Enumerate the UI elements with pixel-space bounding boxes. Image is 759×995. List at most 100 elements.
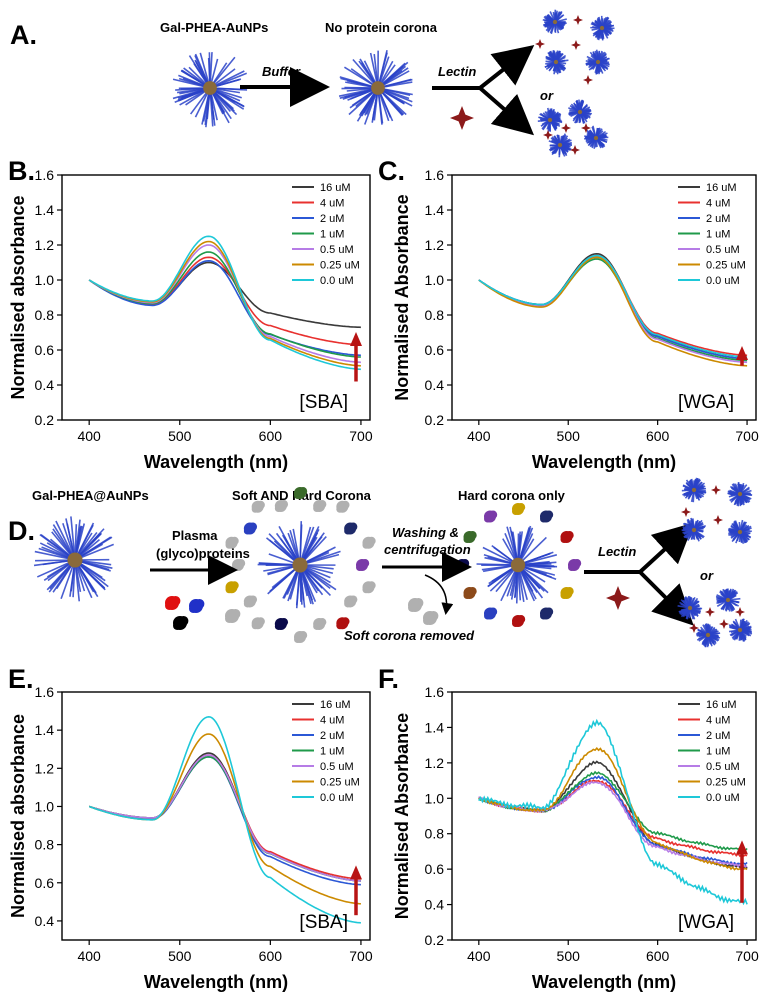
panel-letter: B. (8, 156, 35, 186)
y-tick-label: 1.4 (35, 722, 55, 738)
y-axis-title: Normalised Absorbance (392, 713, 412, 919)
legend-label: 16 uM (706, 699, 737, 711)
nanoparticle-icon (338, 49, 413, 125)
legend-label: 4 uM (706, 715, 730, 727)
plot-frame (451, 691, 757, 941)
y-tick-label: 1.6 (35, 684, 55, 700)
legend-label: 0.5 uM (320, 244, 354, 256)
y-tick-label: 0.6 (35, 342, 55, 358)
x-tick-label: 500 (557, 428, 581, 444)
y-tick-label: 0.2 (425, 932, 445, 948)
trend-arrow-head (736, 346, 748, 360)
y-tick-label: 1.2 (425, 237, 445, 253)
y-tick-label: 1.0 (35, 272, 55, 288)
scheme-d-label-gal-phea-aunps: Gal-PHEA@AuNPs (32, 488, 149, 503)
series-line-1-um (88, 756, 361, 882)
x-tick-label: 600 (259, 948, 283, 964)
x-axis-title: Wavelength (nm) (144, 452, 288, 472)
panel-letter: E. (8, 664, 34, 694)
trend-arrow-head (350, 332, 362, 346)
or-label-d: or (700, 568, 714, 583)
y-tick-label: 0.4 (425, 377, 445, 393)
legend-label: 16 uM (706, 182, 737, 194)
x-axis-title: Wavelength (nm) (144, 972, 288, 992)
chart-panel-c: C. 400 500 600 700 0.2 0.4 0.6 0.8 1.0 1.2 1.4 1.6 Wa… (378, 156, 759, 472)
x-tick-label: 400 (77, 428, 101, 444)
aggregated-particles-icon (677, 588, 753, 648)
x-tick-label: 700 (735, 948, 759, 964)
y-tick-label: 0.2 (425, 412, 445, 428)
lectin-d-label: Lectin (598, 544, 636, 559)
legend-label: 0.0 uM (320, 275, 354, 287)
washing-label-1: Washing & (392, 525, 459, 540)
legend-label: 1 uM (706, 229, 730, 241)
lectin-tag: [WGA] (678, 392, 734, 413)
legend-label: 0.25 uM (320, 260, 360, 272)
legend-label: 0.0 uM (706, 792, 740, 804)
y-tick-label: 1.6 (425, 167, 445, 183)
legend-label: 1 uM (706, 746, 730, 758)
lectin-arrow-label: Lectin (438, 64, 476, 79)
y-tick-label: 0.6 (35, 875, 55, 891)
panel-letter: C. (378, 156, 405, 186)
lectin-arrow-down (478, 86, 535, 136)
plasma-proteins-icon (165, 596, 439, 630)
plot-frame (61, 691, 371, 941)
x-tick-label: 700 (735, 428, 759, 444)
scheme-d-label-hard-only: Hard corona only (458, 488, 566, 503)
y-tick-label: 1.4 (425, 202, 445, 218)
trend-arrow-head (350, 865, 362, 880)
y-tick-label: 1.4 (35, 202, 55, 218)
x-tick-label: 400 (467, 428, 491, 444)
x-tick-label: 700 (349, 948, 373, 964)
aggregated-particles-icon (537, 99, 609, 158)
legend-label: 2 uM (706, 213, 730, 225)
y-tick-label: 1.6 (425, 684, 445, 700)
x-axis-title: Wavelength (nm) (532, 972, 676, 992)
series-line-0-0-um (88, 715, 361, 924)
y-tick-label: 0.6 (425, 342, 445, 358)
x-tick-label: 400 (77, 948, 101, 964)
or-label: or (540, 88, 554, 103)
y-tick-label: 1.2 (425, 755, 445, 771)
y-axis-title: Normalised Absorbance (392, 194, 412, 400)
panel-letter: F. (378, 664, 399, 694)
legend-label: 4 uM (320, 715, 344, 727)
panel-letter-d: D. (8, 516, 35, 546)
y-tick-label: 0.8 (425, 826, 445, 842)
x-tick-label: 700 (349, 428, 373, 444)
series-line-0-5-um (88, 754, 361, 882)
y-tick-label: 0.6 (425, 861, 445, 877)
plasma-arrow-label-1: Plasma (172, 528, 218, 543)
series-line-0-25-um (478, 746, 748, 871)
legend-label: 4 uM (320, 198, 344, 210)
y-tick-label: 1.4 (425, 719, 445, 735)
scheme-a-label-gal-phea-aunps: Gal-PHEA-AuNPs (160, 20, 268, 35)
legend-label: 0.25 uM (706, 777, 746, 789)
legend-label: 1 uM (320, 746, 344, 758)
soft-removal-arrow (424, 574, 454, 615)
lectin-icon (606, 586, 630, 610)
chart-panel-e: E. 400 500 600 700 0.4 0.6 0.8 1.0 1.2 1.4 1.6 Wavel… (8, 664, 373, 992)
nanoparticle-icon (33, 516, 114, 602)
legend-label: 0.0 uM (320, 792, 354, 804)
dispersed-particles-icon (681, 477, 753, 544)
y-tick-label: 0.2 (35, 412, 55, 428)
legend-label: 0.25 uM (320, 777, 360, 789)
series-line-0-0-um (88, 235, 361, 371)
dispersed-particles-icon (535, 9, 615, 85)
series-line-0-25-um (478, 256, 748, 367)
legend-label: 0.5 uM (706, 244, 740, 256)
y-tick-label: 0.8 (35, 837, 55, 853)
legend-label: 2 uM (706, 730, 730, 742)
trend-arrow-head (736, 840, 748, 855)
scheme-d: D. Gal-PHEA@AuNPs Soft AND Hard Corona H… (8, 477, 753, 648)
lectin-tag: [SBA] (299, 912, 348, 933)
scheme-a: A. Gal-PHEA-AuNPs No protein corona Buff… (10, 9, 615, 158)
lectin-icon (450, 106, 474, 130)
soft-hard-corona-icon (225, 487, 376, 644)
soft-corona-removed-label: Soft corona removed (344, 628, 475, 643)
y-axis-title: Normalised absorbance (8, 714, 28, 918)
series-line-0-0-um (478, 254, 748, 358)
